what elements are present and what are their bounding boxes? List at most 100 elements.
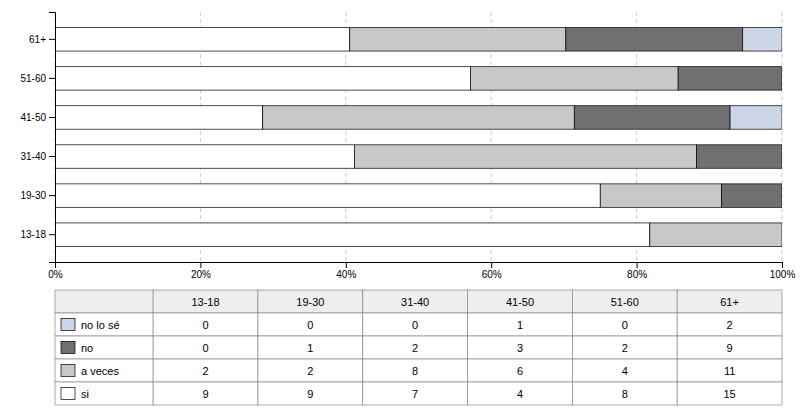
grid [55, 12, 782, 262]
table-value: 4 [517, 388, 523, 400]
tick-label: 51-60 [20, 73, 46, 84]
table-cell [572, 313, 677, 336]
bar [678, 67, 782, 90]
table-value: 15 [723, 388, 735, 400]
bar [782, 145, 783, 168]
bar [354, 145, 696, 168]
table-header: 13-18 [191, 296, 219, 308]
table-cell [55, 336, 153, 359]
table-cell [55, 382, 153, 405]
bar [743, 28, 782, 51]
tick-label: 13-18 [20, 229, 46, 240]
table-cell [153, 382, 258, 405]
tick: 0% [48, 262, 63, 280]
table-header: 61+ [720, 296, 739, 308]
tick: 20% [191, 262, 211, 280]
tick-mark [49, 156, 55, 157]
table-value: 0 [202, 319, 208, 331]
tick-mark [491, 262, 492, 268]
tick-label: 40% [336, 269, 356, 280]
table-cell [55, 359, 153, 382]
table-value: 2 [412, 342, 418, 354]
bar [730, 106, 782, 129]
table-cell [55, 290, 153, 313]
legend-swatch [61, 365, 75, 377]
tick-label: 41-50 [20, 112, 46, 123]
tick-label: 19-30 [20, 190, 46, 201]
table-cell [258, 313, 363, 336]
bar [782, 223, 783, 246]
tick-mark [200, 262, 201, 268]
tick: 80% [627, 262, 647, 280]
tick: 31-40 [20, 151, 55, 162]
tick-mark [49, 39, 55, 40]
tick-label: 31-40 [20, 151, 46, 162]
tick: 61+ [29, 34, 55, 45]
bar [782, 223, 783, 246]
legend-label: si [81, 388, 89, 400]
table-cell [572, 336, 677, 359]
tick-mark [49, 234, 55, 235]
table-value: 7 [412, 388, 418, 400]
table-header: 19-30 [296, 296, 324, 308]
table-cell [363, 359, 468, 382]
tick-label: 80% [627, 269, 647, 280]
legend-label: no [81, 342, 93, 354]
table-value: 2 [727, 319, 733, 331]
tick-mark [637, 262, 638, 268]
table-cell [258, 359, 363, 382]
table-cell [677, 313, 782, 336]
x-axis: 0%20%40%60%80%100% [48, 262, 795, 280]
table-value: 1 [307, 342, 313, 354]
table-cell [572, 382, 677, 405]
table-cell [677, 382, 782, 405]
chart: 0%20%40%60%80%100%13-1819-3031-4041-5051… [0, 0, 802, 418]
plot: 0%20%40%60%80%100%13-1819-3031-4041-5051… [20, 12, 795, 280]
table-cell [468, 359, 573, 382]
bar [350, 28, 566, 51]
series [263, 28, 782, 247]
table-cell [363, 382, 468, 405]
legend-swatch [61, 342, 75, 354]
table-value: 2 [307, 365, 313, 377]
tick: 41-50 [20, 112, 55, 123]
table-header: 51-60 [611, 296, 639, 308]
legend-swatch [61, 388, 75, 400]
table-cell [677, 290, 782, 313]
bar [263, 106, 575, 129]
table-cell [572, 359, 677, 382]
axis-line [49, 13, 56, 263]
bar [55, 184, 600, 207]
bar [55, 145, 354, 168]
legend-swatch [61, 319, 75, 331]
bar [696, 145, 782, 168]
tick: 40% [336, 262, 356, 280]
tick-mark [49, 117, 55, 118]
tick: 60% [482, 262, 502, 280]
tick-mark [782, 262, 783, 268]
table-cell [363, 336, 468, 359]
series [55, 28, 650, 247]
tick-label: 61+ [29, 34, 46, 45]
table-cell [153, 313, 258, 336]
table-value: 0 [202, 342, 208, 354]
bar [782, 67, 783, 90]
tick-mark [49, 78, 55, 79]
table-value: 6 [517, 365, 523, 377]
bar [55, 28, 350, 51]
y-axis: 13-18 19-30 31-40 41-50 51-60 61+ [20, 13, 55, 263]
series [730, 28, 782, 130]
tick-label: 0% [48, 269, 63, 280]
table-header: 31-40 [401, 296, 429, 308]
table-cell [468, 290, 573, 313]
table-value: 4 [622, 365, 628, 377]
table-value: 2 [202, 365, 208, 377]
bar [721, 184, 782, 207]
table-cell [572, 290, 677, 313]
bar [600, 184, 721, 207]
bar [55, 67, 470, 90]
bar [55, 223, 650, 246]
bars [55, 28, 782, 247]
table-cell [258, 382, 363, 405]
table-cell [468, 336, 573, 359]
